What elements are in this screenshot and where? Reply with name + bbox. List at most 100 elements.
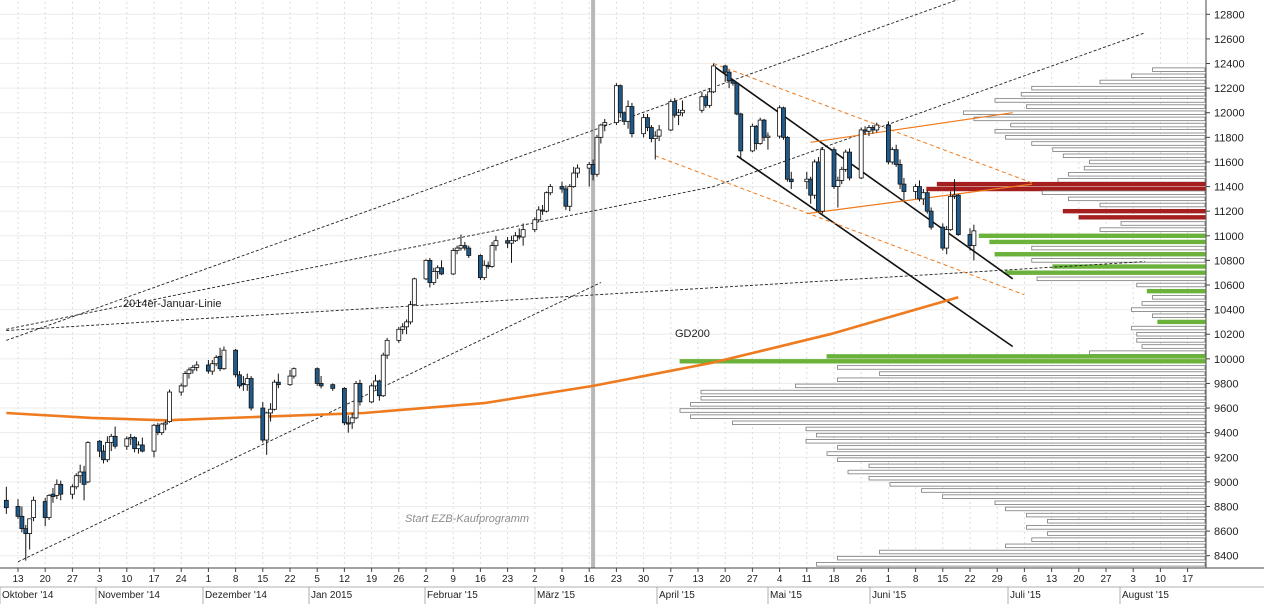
candle <box>652 131 658 160</box>
candle-body-down <box>139 444 145 452</box>
volume-profile-bar-gray <box>1026 525 1206 530</box>
candle-body-down <box>240 383 246 386</box>
candle-body-down <box>563 188 569 207</box>
candle <box>466 245 472 258</box>
candle <box>816 157 821 213</box>
candle <box>404 319 409 335</box>
candle <box>31 496 36 522</box>
y-tick-label: 12200 <box>1214 83 1245 95</box>
annotation-january-line: 2014er-Januar-Linie <box>123 298 221 310</box>
candle <box>889 147 895 165</box>
candle-body-down <box>205 364 211 372</box>
candle-body-down <box>376 380 382 397</box>
candle-body-up <box>369 385 375 403</box>
candle-body-down <box>629 106 635 135</box>
candle-body-up <box>656 129 662 137</box>
candle <box>874 122 880 133</box>
candle-body-down <box>58 483 64 495</box>
candle-body-up <box>411 278 417 306</box>
volume-profile-bar-gray <box>700 395 1206 401</box>
volume-profile-bar-gray <box>690 414 1206 419</box>
candle-body-down <box>617 85 623 114</box>
candle <box>291 367 297 379</box>
x-day-label: 27 <box>747 574 759 585</box>
candle <box>349 412 355 429</box>
candle <box>209 360 215 375</box>
candle <box>139 437 145 453</box>
volume-profile-bar-gray <box>1005 135 1206 140</box>
candle-body-up <box>676 112 681 116</box>
x-day-label: 4 <box>777 574 783 585</box>
trendline-down-channel-orange-lower <box>655 155 1025 296</box>
candle-body-up <box>819 149 825 212</box>
candle-body-up <box>151 424 157 452</box>
x-month-label: Juni '15 <box>872 590 907 601</box>
volume-profile-bar-gray <box>1131 73 1206 79</box>
candle <box>971 224 977 261</box>
candle-body-up <box>404 321 409 328</box>
candle <box>248 376 254 411</box>
candle-body-up <box>136 444 141 450</box>
volume-profile-bar-gray <box>1089 159 1206 165</box>
candle <box>19 506 25 533</box>
volume-profile-bar-gray <box>1068 196 1206 202</box>
volume-profile-bar-gray <box>816 432 1206 438</box>
volume-profile-bar-gray <box>837 365 1206 370</box>
candle <box>450 248 456 276</box>
candle-body-up <box>124 438 130 447</box>
candle <box>948 191 953 231</box>
candle <box>287 369 293 386</box>
candle-body-up <box>520 229 526 238</box>
candle-body-up <box>602 122 608 126</box>
candle-body-down <box>314 368 320 384</box>
volume-profile-bar-gray <box>847 469 1206 475</box>
candle <box>454 245 460 255</box>
candle-body-up <box>396 328 402 341</box>
volume-profile-bar-gray <box>1131 307 1206 312</box>
candle-body-down <box>23 528 29 534</box>
candle <box>272 379 277 411</box>
candle <box>645 113 650 132</box>
volume-profile-bar-gray <box>700 389 1206 395</box>
volume-profile-bar-green <box>1146 288 1206 294</box>
x-day-label: 2 <box>532 574 538 585</box>
candle-body-up <box>264 412 270 441</box>
volume-profile-bar-gray <box>1136 282 1206 288</box>
candle-body-up <box>971 230 977 247</box>
volume-profile-bar-gray <box>837 457 1206 462</box>
candle <box>345 415 351 433</box>
candle-body-up <box>85 442 91 483</box>
trendline-mid-channel <box>6 32 1146 330</box>
y-tick-label: 11800 <box>1214 132 1244 144</box>
volume-profile-bar-gray <box>837 445 1206 450</box>
candle-body-up <box>400 326 406 330</box>
volume-profile-bar-gray <box>1036 276 1206 282</box>
volume-profile-bar-gray <box>1131 325 1206 331</box>
candle-body-down <box>940 226 946 249</box>
candle <box>493 235 499 251</box>
volume-profile-bar-gray <box>1062 153 1206 159</box>
x-day-label: 27 <box>67 574 79 585</box>
y-tick-label: 10400 <box>1214 305 1245 317</box>
candle <box>940 223 946 251</box>
candle-body-up <box>287 375 293 386</box>
candle-body-down <box>260 407 266 441</box>
candle <box>734 81 740 116</box>
candle-body-up <box>182 373 188 387</box>
candle-body-down <box>831 149 837 187</box>
candle <box>237 371 242 389</box>
candle <box>847 148 852 181</box>
candle-body-up <box>213 357 219 365</box>
y-tick-label: 11000 <box>1214 231 1244 243</box>
candle-body-up <box>159 423 165 434</box>
x-month-label: Mai '15 <box>770 590 802 601</box>
candle <box>672 97 678 118</box>
candle-body-up <box>77 471 83 477</box>
gd200-line <box>6 296 959 422</box>
volume-profile-bar-gray <box>879 549 1206 555</box>
candle-body-up <box>858 129 864 179</box>
candle <box>159 422 165 436</box>
candle-body-up <box>454 247 460 251</box>
volume-profile-bar-gray <box>805 439 1206 444</box>
